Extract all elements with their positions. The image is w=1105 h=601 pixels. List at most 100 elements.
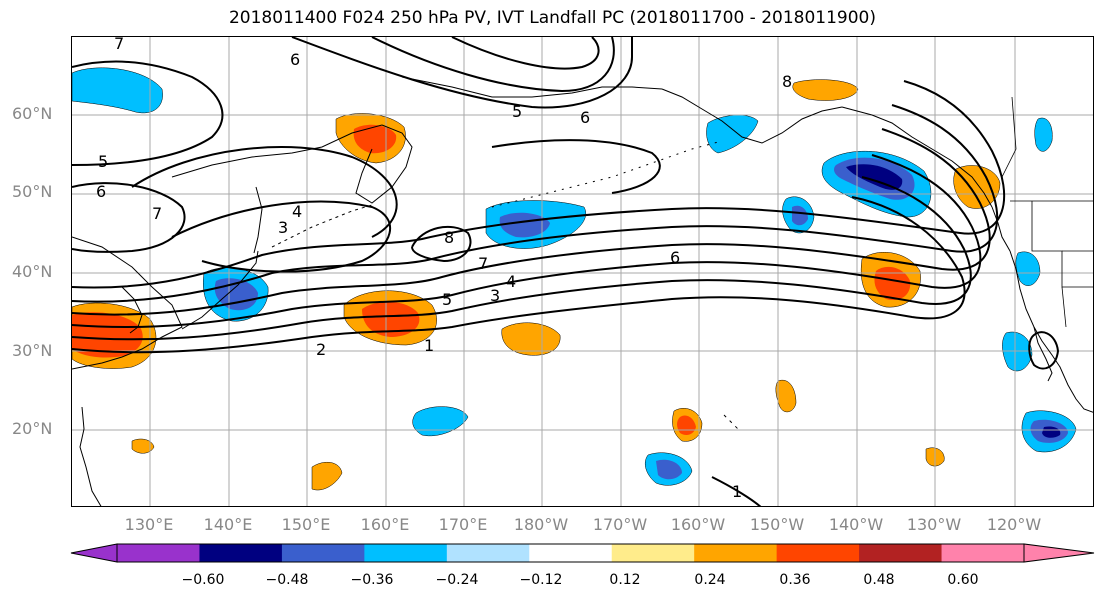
colorbar-tick-label: −0.60 (181, 572, 225, 588)
lon-label-140e: 140°E (203, 515, 253, 534)
pv-anomaly-south-2 (311, 461, 343, 491)
contour-label: 3 (278, 218, 288, 237)
pv-anomaly-central-core (362, 301, 420, 337)
contour-label: 5 (442, 290, 452, 309)
colorbar-segment (199, 544, 283, 562)
border-alaska-canada (1001, 96, 1017, 178)
coast-alaska-south (841, 106, 993, 208)
lat-label-50n: 50°N (12, 182, 53, 201)
contour-label: 2 (316, 340, 326, 359)
contour-label: 5 (512, 102, 522, 121)
contour-south-1 (711, 476, 762, 506)
coast-aleutians (491, 140, 723, 208)
colorbar-tick-label: −0.12 (519, 572, 563, 588)
contour-north-1 (291, 37, 633, 109)
pv-anomaly-south-blue-2-core (656, 459, 682, 480)
pv-anomaly-south-4 (131, 438, 155, 454)
contour-label: 5 (98, 152, 108, 171)
colorbar-segment (117, 544, 200, 562)
contour-trough-1 (1028, 331, 1060, 370)
map-title: 2018011400 F024 250 hPa PV, IVT Landfall… (228, 8, 876, 28)
lon-label-140w: 140°W (828, 515, 884, 534)
pv-anomaly-subtropical (501, 322, 561, 356)
colorbar-tick-label: 0.24 (694, 572, 726, 588)
contour-mid-2 (131, 146, 398, 238)
pv-anomaly-trough-core (874, 266, 911, 301)
pv-anomaly-west-negative (72, 67, 163, 114)
colorbar-tick-label: −0.48 (265, 572, 309, 588)
contour-label: 6 (670, 248, 680, 267)
contour-west-1 (72, 60, 224, 166)
coast-korea (121, 286, 143, 334)
colorbar-segment (364, 544, 448, 562)
colorbar-segment (529, 544, 613, 562)
pv-anomaly-california-negative (1015, 251, 1041, 286)
contour-low-8 (411, 225, 472, 263)
contour-2 (72, 196, 966, 354)
pv-anomaly-alaska-dark (846, 164, 903, 190)
colorbar-segment (941, 544, 1025, 562)
contour-north-2 (371, 37, 615, 93)
coast-sakhalin (253, 186, 263, 254)
lon-label-130w: 130°W (906, 515, 962, 534)
pv-anomaly-south-3 (775, 379, 797, 413)
lon-label-130e: 130°E (124, 515, 174, 534)
contour-west-2 (72, 182, 186, 253)
lon-label-150e: 150°E (281, 515, 331, 534)
lat-label-30n: 30°N (12, 341, 53, 360)
colorbar-tick-label: 0.12 (609, 572, 641, 588)
contour-5 (72, 128, 991, 316)
pv-anomaly-hawaii-dark (1042, 426, 1061, 438)
contour-pacific-1 (491, 139, 661, 194)
coast-canada-bc (991, 206, 1011, 252)
contour-label: 4 (506, 272, 516, 291)
map-panel: 7 6 5 6 7 4 3 8 7 5 4 3 2 1 6 5 6 8 1 (71, 36, 1094, 507)
coast-japan (181, 250, 259, 330)
lon-label-180w: 180°W (513, 515, 569, 534)
contour-label: 6 (96, 182, 106, 201)
pv-anomaly-midpacific-core (499, 212, 550, 238)
contour-3 (72, 176, 972, 341)
border-states-1 (1031, 201, 1093, 288)
coast-okhotsk (171, 124, 383, 178)
political-borders (1001, 96, 1093, 328)
contour-label: 4 (292, 202, 302, 221)
colorbar-segment (446, 544, 530, 562)
contour-label: 6 (290, 50, 300, 69)
contour-label: 1 (732, 482, 742, 501)
coast-hawaii (723, 414, 741, 432)
pv-anomaly-south-blue-1 (412, 406, 469, 437)
contour-label: 3 (490, 286, 500, 305)
pv-anomaly-gulf-core (792, 205, 808, 226)
positive-pv-anomalies (72, 79, 1001, 491)
colorbar-tick-label: −0.36 (350, 572, 394, 588)
pv-anomaly-alaska-panhandle (706, 114, 759, 154)
negative-pv-anomalies (72, 67, 1077, 486)
contour-north-3 (451, 37, 600, 70)
contour-mid-1 (171, 200, 392, 273)
colorbar-segment (776, 544, 860, 562)
coast-us-west (1009, 250, 1093, 413)
contour-label: 6 (580, 108, 590, 127)
coast-kuril (271, 204, 373, 248)
colorbar-segment (859, 544, 943, 562)
lat-label-60n: 60°N (12, 104, 53, 123)
contour-label: 7 (152, 204, 162, 223)
colorbar-tick-label: 0.48 (863, 572, 895, 588)
pv-anomaly-bering (792, 79, 859, 101)
coast-siberia-east (401, 76, 663, 98)
lon-label-160e: 160°E (360, 515, 410, 534)
contour-label: 8 (782, 72, 792, 91)
contour-labels: 7 6 5 6 7 4 3 8 7 5 4 3 2 1 6 5 6 8 1 (96, 37, 792, 501)
pv-anomaly-west-core (72, 312, 143, 358)
colorbar-extend-low (70, 543, 118, 563)
pv-contours (72, 37, 1060, 506)
colorbar-segment (694, 544, 778, 562)
colorbar-segments (70, 543, 1095, 563)
lon-label-120w: 120°W (986, 515, 1042, 534)
coast-alaska-west (661, 88, 843, 144)
contour-label: 7 (114, 37, 124, 53)
contour-label: 7 (478, 254, 488, 273)
lat-label-20n: 20°N (12, 419, 53, 438)
colorbar-segment (281, 544, 365, 562)
